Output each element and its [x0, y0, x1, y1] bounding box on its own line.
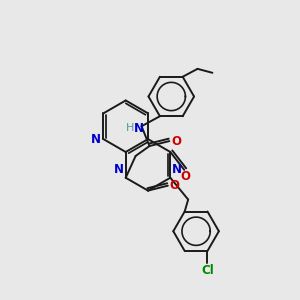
Text: O: O	[170, 179, 180, 192]
Text: N: N	[90, 133, 100, 146]
Text: N: N	[134, 122, 144, 135]
Text: O: O	[180, 170, 190, 183]
Text: Cl: Cl	[201, 264, 214, 277]
Text: O: O	[171, 135, 181, 148]
Text: N: N	[114, 163, 124, 176]
Text: N: N	[172, 163, 182, 176]
Text: H: H	[125, 123, 134, 133]
